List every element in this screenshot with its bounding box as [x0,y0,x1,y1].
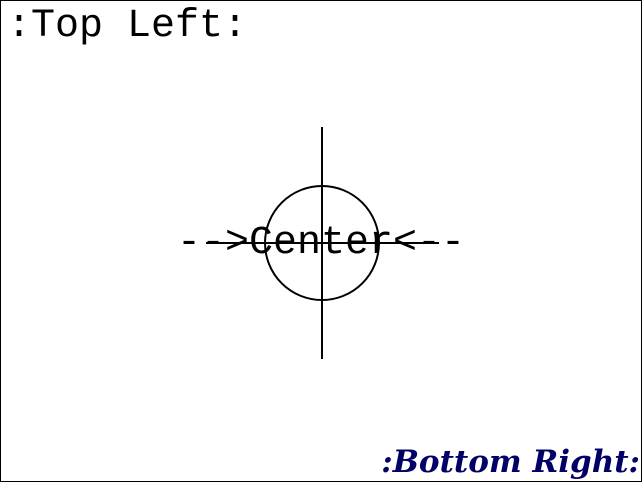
top-left-label: :Top Left: [7,4,248,49]
center-label: -->Center<-- [176,221,466,266]
bottom-right-label: :Bottom Right: [381,444,640,480]
center-circle [264,185,380,301]
